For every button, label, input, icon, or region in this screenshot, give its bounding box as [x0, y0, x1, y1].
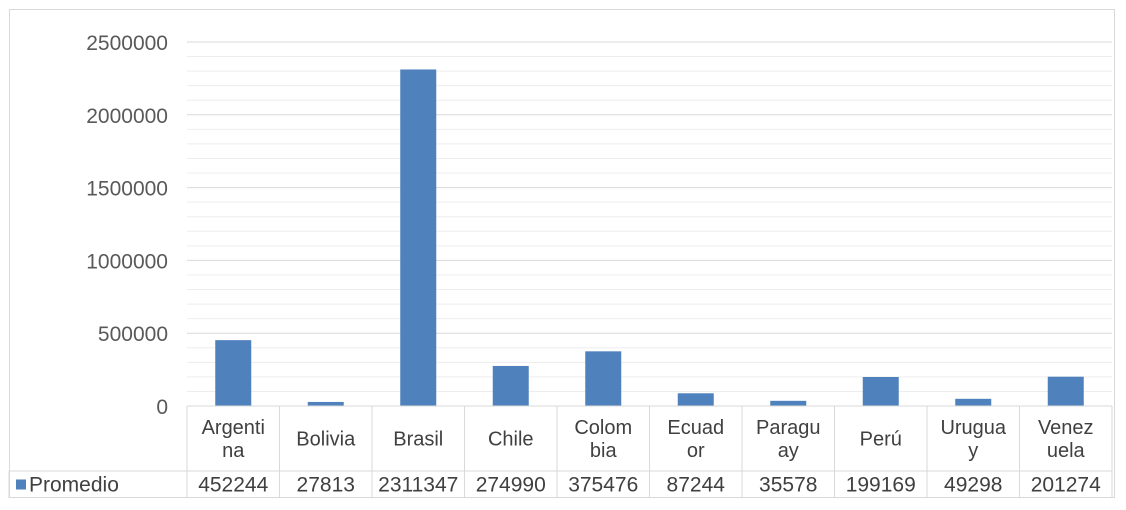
bar — [1047, 376, 1084, 406]
category-label: Ecuad or — [667, 417, 724, 462]
category-label: Colom bia — [574, 417, 632, 462]
bar — [585, 351, 622, 406]
data-table-value: 199169 — [846, 474, 916, 497]
bar — [677, 393, 714, 406]
category-label: Bolivia — [296, 429, 356, 451]
data-table-value: 49298 — [944, 474, 1002, 497]
legend-key — [16, 479, 26, 490]
bar — [770, 400, 807, 406]
y-tick-label: 2000000 — [86, 105, 168, 128]
category-label: Paragu ay — [756, 417, 821, 462]
data-table-value: 2311347 — [378, 474, 458, 497]
bar — [400, 69, 437, 406]
data-table-value: 35578 — [759, 474, 817, 497]
y-tick-label: 0 — [156, 396, 168, 419]
category-label: Venez uela — [1038, 417, 1094, 462]
data-table-value: 452244 — [198, 474, 268, 497]
category-label: Perú — [860, 429, 902, 451]
y-tick-label: 1000000 — [86, 250, 168, 273]
data-table-value: 27813 — [297, 474, 355, 497]
data-table-value: 375476 — [568, 474, 638, 497]
data-table-value: 201274 — [1031, 474, 1101, 497]
bar — [307, 401, 344, 406]
series-name: Promedio — [29, 474, 119, 497]
bar — [492, 365, 529, 406]
chart-frame — [9, 9, 1115, 498]
y-tick-label: 1500000 — [86, 178, 168, 201]
y-tick-label: 2500000 — [86, 32, 168, 55]
bar — [955, 398, 992, 406]
category-label: Argenti na — [202, 417, 265, 462]
category-label: Urugua y — [940, 417, 1006, 462]
category-label: Brasil — [393, 429, 443, 451]
data-table-value: 274990 — [476, 474, 546, 497]
category-label: Chile — [488, 429, 534, 451]
y-tick-label: 500000 — [98, 323, 168, 346]
data-table-value: 87244 — [667, 474, 726, 497]
bar — [862, 377, 899, 406]
bar — [215, 340, 252, 406]
